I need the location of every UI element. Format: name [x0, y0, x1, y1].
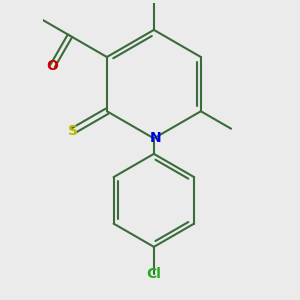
- Text: O: O: [46, 59, 58, 73]
- Text: Cl: Cl: [146, 267, 161, 281]
- Text: S: S: [68, 124, 78, 138]
- Text: N: N: [150, 131, 162, 146]
